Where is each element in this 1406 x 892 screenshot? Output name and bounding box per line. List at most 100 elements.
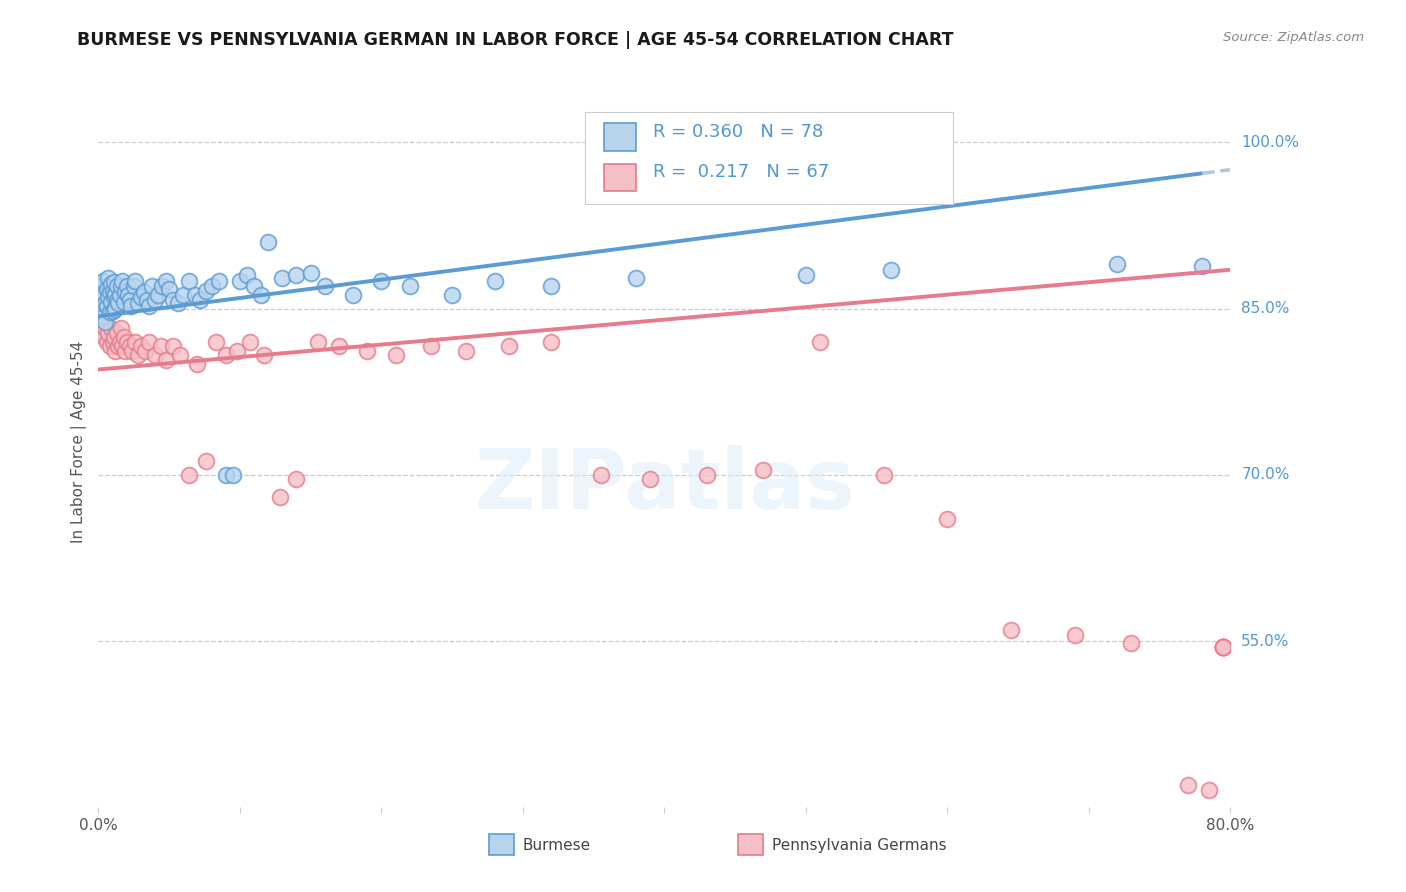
Point [138, 334, 160, 349]
Point [124, 334, 146, 349]
Point [135, 293, 157, 307]
Point [110, 279, 132, 293]
Point [872, 467, 894, 482]
Text: BURMESE VS PENNSYLVANIA GERMAN IN LABOR FORCE | AGE 45-54 CORRELATION CHART: BURMESE VS PENNSYLVANIA GERMAN IN LABOR … [77, 31, 953, 49]
Point [271, 270, 294, 285]
Point [1212, 640, 1234, 654]
Point [257, 235, 280, 249]
Point [880, 262, 903, 277]
Text: 55.0%: 55.0% [1241, 633, 1289, 648]
Point [166, 296, 188, 310]
Point [1212, 640, 1234, 654]
Point [222, 467, 245, 482]
Point [342, 288, 364, 302]
Point [122, 279, 145, 293]
Point [90, 326, 112, 340]
Point [111, 274, 134, 288]
Point [114, 343, 136, 358]
Point [110, 321, 132, 335]
Point [150, 279, 173, 293]
Point [97, 326, 120, 340]
Point [114, 285, 136, 299]
Point [97, 290, 120, 304]
Point [172, 288, 194, 302]
Point [129, 339, 152, 353]
Point [808, 334, 831, 349]
Point [208, 274, 231, 288]
Point [100, 294, 122, 309]
Point [149, 339, 172, 353]
Point [103, 290, 125, 304]
Point [94, 296, 117, 310]
Point [143, 293, 166, 307]
Text: R =  0.217   N = 67: R = 0.217 N = 67 [652, 163, 830, 181]
Text: Burmese: Burmese [523, 838, 591, 853]
Point [253, 348, 276, 362]
Point [138, 299, 160, 313]
Point [94, 321, 117, 335]
Point [104, 287, 127, 301]
Y-axis label: In Labor Force | Age 45-54: In Labor Force | Age 45-54 [72, 341, 87, 542]
Point [97, 270, 120, 285]
Point [169, 348, 191, 362]
Bar [605, 163, 636, 192]
Point [441, 288, 464, 302]
Point [498, 339, 520, 353]
Point [239, 334, 262, 349]
Point [243, 279, 266, 293]
Point [124, 274, 146, 288]
Point [177, 467, 200, 482]
Point [107, 339, 129, 353]
Point [93, 288, 115, 302]
Point [624, 270, 647, 285]
Point [155, 274, 177, 288]
Point [194, 454, 217, 468]
Point [105, 293, 128, 307]
Point [299, 266, 322, 280]
Point [108, 288, 131, 302]
Point [96, 299, 118, 313]
Bar [605, 123, 636, 151]
Point [307, 334, 329, 349]
Point [112, 294, 135, 309]
Point [1063, 628, 1085, 642]
Point [1000, 623, 1022, 637]
Point [91, 317, 114, 331]
Point [91, 274, 114, 288]
Point [484, 274, 506, 288]
Point [936, 512, 959, 526]
Point [162, 339, 184, 353]
Point [1121, 636, 1143, 650]
Point [129, 290, 152, 304]
Point [94, 315, 117, 329]
Point [105, 326, 128, 340]
Point [638, 472, 661, 486]
Text: 100.0%: 100.0% [1241, 135, 1299, 150]
Point [89, 312, 111, 326]
Point [93, 330, 115, 344]
Point [398, 279, 420, 293]
Point [215, 467, 238, 482]
Point [188, 293, 211, 307]
Point [215, 348, 238, 362]
Point [328, 339, 350, 353]
Point [115, 279, 138, 293]
Text: ZIPatlas: ZIPatlas [474, 445, 855, 526]
Point [127, 348, 149, 362]
Point [108, 334, 131, 349]
Point [1191, 260, 1213, 274]
Point [103, 330, 125, 344]
Point [111, 339, 134, 353]
Point [101, 303, 124, 318]
Point [134, 343, 156, 358]
Point [384, 348, 406, 362]
Point [141, 279, 163, 293]
Point [93, 310, 115, 324]
Point [1198, 782, 1220, 797]
Point [132, 285, 155, 299]
Point [118, 339, 141, 353]
Point [155, 352, 177, 367]
Point [752, 463, 775, 477]
Point [146, 288, 169, 302]
Point [1177, 778, 1199, 792]
